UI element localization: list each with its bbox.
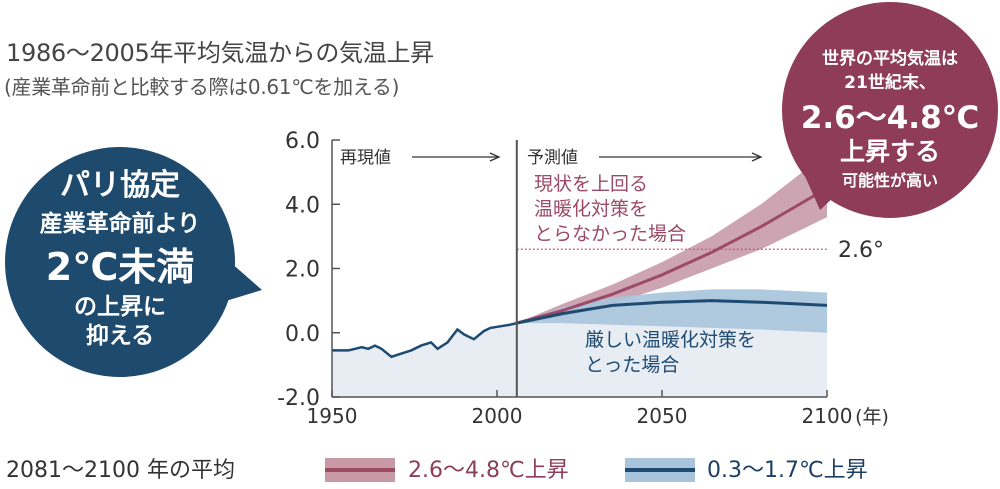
- projection-high-line: [516, 186, 828, 325]
- annotation-high-line3: とらなかった場合: [534, 223, 686, 245]
- projection-bubble-line4: 上昇する: [840, 137, 940, 166]
- region-arrowhead-future: [751, 152, 763, 162]
- projection-low-band: [516, 289, 827, 333]
- historical-area: [332, 323, 517, 397]
- annotation-high-line2: 温暖化対策を: [534, 198, 648, 220]
- legend-label-high: 2.6〜4.8℃上昇: [408, 458, 569, 483]
- x-axis-unit: (年): [855, 406, 889, 428]
- chart-title: 1986〜2005年平均気温からの気温上昇: [6, 39, 434, 67]
- x-tick-label: 1950: [307, 404, 358, 428]
- paris-bubble-line5: 抑える: [86, 323, 154, 349]
- annotation-low-line1: 厳しい温暖化対策を: [585, 329, 756, 351]
- legend-swatch-high: [325, 458, 395, 482]
- paris-bubble-line3: 2℃未満: [46, 245, 194, 289]
- annotation-high-line1: 現状を上回る: [534, 173, 648, 195]
- chart-subtitle: (産業革命前と比較する際は0.61℃を加える): [4, 75, 400, 99]
- x-tick-label: 2000: [472, 404, 523, 428]
- projection-low-line: [516, 299, 828, 325]
- y-tick-label: 4.0: [285, 193, 320, 218]
- projection-bubble-line3: 2.6〜4.8℃: [801, 100, 979, 136]
- region-label-future: 予測値: [527, 148, 578, 168]
- projection-high-band: [516, 152, 827, 324]
- x-tick-label: 2050: [637, 404, 688, 428]
- y-tick-label: -2.0: [277, 386, 320, 411]
- projection-bubble-circle: [782, 2, 998, 218]
- legend-label-low: 0.3〜1.7℃上昇: [707, 458, 868, 483]
- paris-bubble-circle: [5, 147, 235, 377]
- projection-bubble-line2: 21世紀末、: [844, 72, 936, 93]
- region-label-past: 再現値: [340, 148, 391, 168]
- legend-swatch-low: [625, 458, 695, 482]
- projection-bubble: 世界の平均気温は 21世紀末、 2.6〜4.8℃ 上昇する 可能性が高い: [782, 2, 998, 218]
- y-tick-label: 6.0: [285, 129, 320, 154]
- y-tick-label: 0.0: [285, 322, 320, 347]
- projection-bubble-line5: 可能性が高い: [842, 171, 938, 190]
- y-tick-label: 2.0: [285, 258, 320, 283]
- reference-line-label: 2.6°: [838, 238, 884, 263]
- annotation-low-line2: とった場合: [585, 354, 679, 376]
- region-arrowhead-past: [489, 152, 501, 162]
- paris-bubble-line4: の上昇に: [74, 294, 166, 320]
- legend-title: 2081〜2100 年の平均: [6, 458, 235, 483]
- paris-bubble-line2: 産業革命前より: [40, 210, 201, 237]
- paris-bubble-line1: パリ協定: [60, 168, 180, 203]
- projection-bubble-line1: 世界の平均気温は: [822, 48, 958, 69]
- paris-agreement-bubble: パリ協定 産業革命前より 2℃未満 の上昇に 抑える: [5, 147, 262, 377]
- x-tick-label: 2100: [802, 404, 853, 428]
- historical-line: [332, 321, 518, 359]
